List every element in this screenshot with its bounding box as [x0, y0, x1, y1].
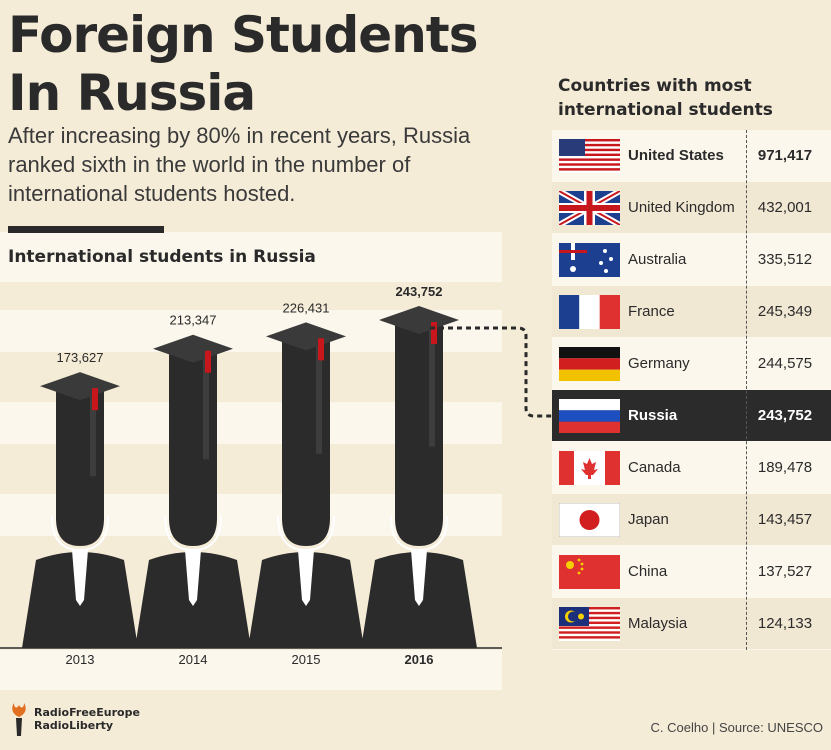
chart-title-stripe [0, 232, 502, 282]
china-flag-icon [559, 555, 620, 589]
country-name: China [628, 563, 668, 580]
logo-line-2: RadioLiberty [34, 719, 114, 732]
mortarboard-cap [153, 334, 233, 363]
australia-flag-icon [559, 243, 620, 277]
japan-flag-icon [559, 503, 620, 537]
malaysia-flag-icon [559, 607, 620, 641]
us-flag-icon [559, 139, 620, 173]
tick-label: 2013 [66, 652, 95, 667]
tick-label: 2015 [292, 652, 321, 667]
germany-flag-icon [559, 347, 620, 381]
country-value: 243,752 [757, 407, 813, 424]
subtitle: After increasing by 80% in recent years,… [8, 123, 471, 206]
france-flag-icon [559, 295, 620, 329]
table-row: Australia 335,512 [552, 234, 831, 285]
title-line-2: In Russia [8, 64, 256, 122]
country-value: 189,478 [757, 459, 813, 476]
face-outline [390, 515, 448, 552]
connector-line [430, 326, 552, 418]
canada-flag-icon [559, 451, 620, 485]
country-value: 244,575 [757, 355, 813, 372]
bar [282, 336, 330, 546]
table-row: United Kingdom 432,001 [552, 182, 831, 233]
bar-highlight [90, 386, 96, 477]
country-value: 245,349 [757, 303, 813, 320]
shirt-collar [72, 550, 88, 606]
shirt-collar [185, 550, 201, 606]
country-name: Russia [628, 407, 678, 424]
tick-label: 2014 [179, 652, 208, 667]
country-value: 124,133 [757, 615, 813, 632]
table-row: United States 971,417 [552, 130, 831, 181]
data-label: 226,431 [283, 300, 330, 315]
student-bar-chart: 173,627 2013 213,347 2014 226,431 2015 243,752… [0, 284, 502, 667]
country-name: United States [628, 147, 724, 164]
table-row: Canada 189,478 [552, 442, 831, 493]
bar [169, 348, 217, 546]
country-name: United Kingdom [628, 199, 735, 216]
mortarboard-cap [40, 372, 120, 401]
table-row: Russia 243,752 [552, 390, 831, 441]
table-row: France 245,349 [552, 286, 831, 337]
uk-flag-icon [559, 191, 620, 225]
data-label: 243,752 [396, 284, 443, 299]
country-name: Japan [628, 511, 669, 528]
country-value: 137,527 [757, 563, 813, 580]
table-row: Germany 244,575 [552, 338, 831, 389]
cap-tassel [318, 338, 324, 361]
bar-highlight [429, 320, 435, 447]
face-outline [277, 515, 335, 552]
table-row: China 137,527 [552, 546, 831, 597]
country-value: 971,417 [757, 147, 813, 164]
cap-tassel [92, 388, 98, 411]
country-name: France [628, 303, 675, 320]
country-value: 143,457 [757, 511, 813, 528]
country-name: Canada [628, 459, 681, 476]
footer-logo: RadioFreeEurope RadioLiberty [8, 702, 140, 736]
title-line-1: Foreign Students [8, 6, 478, 64]
tick-label: 2016 [405, 652, 434, 667]
page-title: Foreign Students In Russia [8, 6, 478, 122]
country-name: Germany [628, 355, 690, 372]
logo-line-1: RadioFreeEurope [34, 706, 140, 719]
face-outline [164, 515, 222, 552]
country-value: 432,001 [757, 199, 813, 216]
mortarboard-cap [266, 322, 346, 351]
table-title: Countries with most international studen… [558, 76, 773, 120]
table-row: Japan 143,457 [552, 494, 831, 545]
face-outline [51, 515, 109, 552]
column-divider [746, 130, 747, 650]
shirt-collar [411, 550, 427, 606]
source-credit: C. Coelho | Source: UNESCO [650, 720, 823, 735]
divider [8, 226, 164, 233]
country-name: Australia [628, 251, 687, 268]
stripe [0, 650, 502, 690]
cap-tassel [205, 350, 211, 373]
data-label: 213,347 [170, 313, 217, 328]
chart-title: International students in Russia [8, 247, 316, 267]
data-label: 173,627 [57, 350, 104, 365]
table-row: Malaysia 124,133 [552, 598, 831, 649]
bar-highlight [316, 336, 322, 454]
cap-tassel [431, 322, 437, 344]
country-name: Malaysia [628, 615, 688, 632]
country-value: 335,512 [757, 251, 813, 268]
russia-flag-icon [559, 399, 620, 433]
torch-logo-icon [12, 703, 26, 736]
country-table: United States 971,417 United Kingdom 432,00… [552, 130, 831, 650]
bar-highlight [203, 348, 209, 460]
shirt-collar [298, 550, 314, 606]
